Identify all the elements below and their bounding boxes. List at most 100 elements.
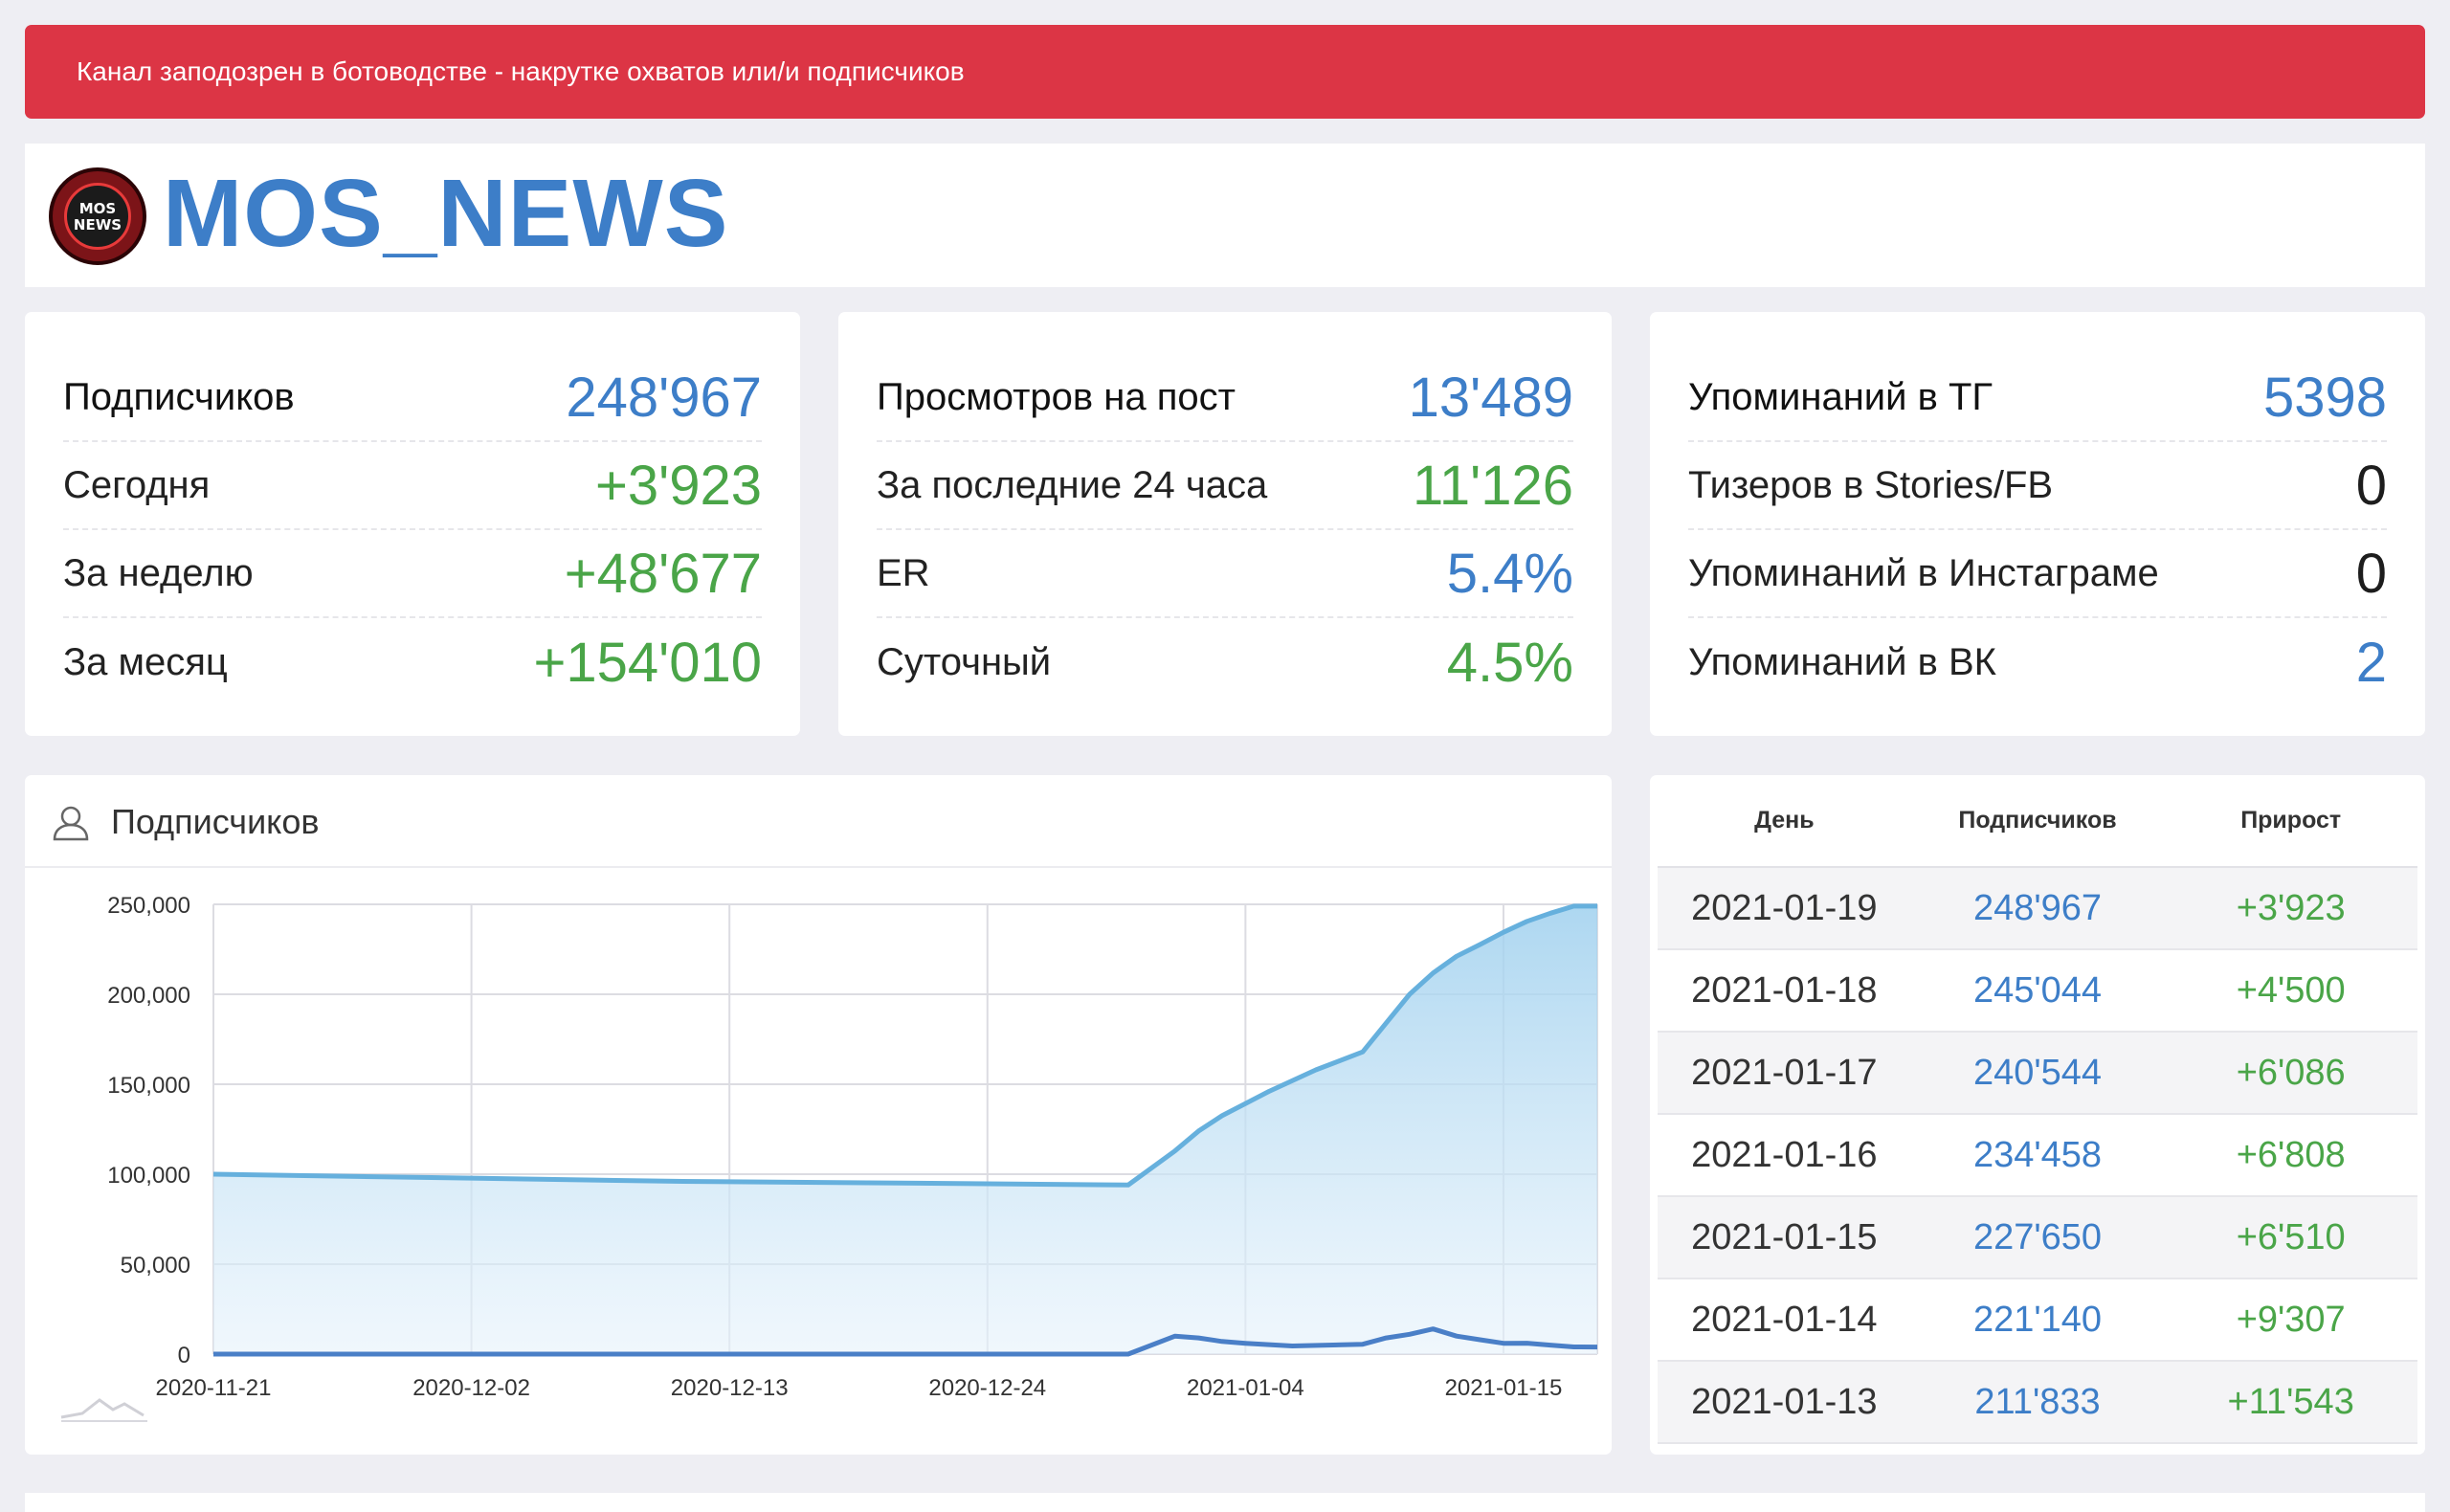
subscribers-chart-card: Подписчиков 250,000 200,000 150,000 100,000…	[25, 775, 1612, 1455]
avatar-text-top: MOS	[78, 200, 117, 217]
stat-label: Суточный	[877, 640, 1052, 683]
stat-label: Упоминаний в Инстаграме	[1688, 551, 2159, 594]
cell-day: 2021-01-14	[1691, 1299, 1878, 1340]
cell-growth: +9'307	[2236, 1299, 2346, 1340]
stat-label: Упоминаний в ВК	[1688, 640, 1996, 683]
stat-row: Суточный 4.5%	[877, 618, 1573, 706]
stat-row: За неделю +48'677	[63, 530, 762, 618]
avatar-text-bottom: NEWS	[73, 216, 122, 233]
stat-label: Просмотров на пост	[877, 375, 1236, 418]
daily-subscribers-table: День Подписчиков Прирост 2021-01-19 248'…	[1650, 775, 2425, 1455]
y-tick-label: 0	[178, 1343, 190, 1368]
bot-warning-alert: Канал заподозрен в ботоводстве - накрутк…	[25, 25, 2425, 119]
cell-day: 2021-01-13	[1691, 1381, 1878, 1422]
cell-subscribers: 234'458	[1972, 1134, 2103, 1175]
table-row: 2021-01-17 240'544 +6'086	[1658, 1033, 2417, 1115]
stat-row: Упоминаний в Инстаграме 0	[1688, 530, 2387, 618]
stat-row: Просмотров на пост 13'489	[877, 354, 1573, 442]
table-row: 2021-01-13 211'833 +11'543	[1658, 1362, 2417, 1444]
x-tick-label: 2020-12-02	[412, 1375, 530, 1401]
stat-value: 5398	[2262, 366, 2387, 429]
x-tick-label: 2020-12-13	[671, 1375, 789, 1401]
next-section-card	[25, 1493, 2425, 1512]
cell-subscribers: 221'140	[1972, 1299, 2103, 1340]
table-row: 2021-01-19 248'967 +3'923	[1658, 868, 2417, 950]
page-title[interactable]: MOS_NEWS	[163, 160, 729, 267]
cell-day: 2021-01-17	[1691, 1052, 1878, 1093]
stat-row: ER 5.4%	[877, 530, 1573, 618]
x-tick-label: 2020-12-24	[928, 1375, 1046, 1401]
table-header: День Подписчиков Прирост	[1658, 775, 2417, 868]
avatar[interactable]: MOS NEWS	[49, 167, 146, 265]
subscribers-stats-card: Подписчиков 248'967 Сегодня +3'923 За не…	[25, 312, 800, 736]
stat-value: 2	[2355, 631, 2387, 694]
column-header-growth: Прирост	[2240, 807, 2342, 834]
cell-day: 2021-01-19	[1691, 887, 1878, 928]
stat-value: +154'010	[533, 631, 763, 694]
x-tick-label: 2021-01-04	[1187, 1375, 1304, 1401]
y-tick-label: 100,000	[107, 1163, 190, 1189]
cell-growth: +11'543	[2227, 1381, 2354, 1422]
stat-label: За месяц	[63, 640, 228, 683]
stat-value: 248'967	[566, 366, 762, 429]
mentions-stats-card: Упоминаний в ТГ 5398 Тизеров в Stories/F…	[1650, 312, 2425, 736]
cell-growth: +4'500	[2236, 969, 2346, 1011]
stat-row: Сегодня +3'923	[63, 442, 762, 530]
y-tick-label: 50,000	[121, 1253, 190, 1279]
range-navigator-icon	[60, 1398, 145, 1419]
stat-value: 4.5%	[1446, 631, 1573, 694]
stat-row: Подписчиков 248'967	[63, 354, 762, 442]
chart-title: Подписчиков	[111, 802, 320, 841]
table-row: 2021-01-15 227'650 +6'510	[1658, 1197, 2417, 1279]
alert-text: Канал заподозрен в ботоводстве - накрутк…	[77, 56, 965, 86]
stat-label: Подписчиков	[63, 375, 295, 418]
subscribers-area-chart[interactable]: 250,000 200,000 150,000 100,000 50,000 0 2020-…	[25, 868, 1612, 1455]
table-row: 2021-01-18 245'044 +4'500	[1658, 950, 2417, 1033]
stat-label: За неделю	[63, 551, 254, 594]
cell-subscribers: 245'044	[1972, 969, 2103, 1011]
stat-label: Упоминаний в ТГ	[1688, 375, 1993, 418]
cell-day: 2021-01-15	[1691, 1216, 1878, 1257]
stat-row: За последние 24 часа 11'126	[877, 442, 1573, 530]
views-stats-card: Просмотров на пост 13'489 За последние 2…	[838, 312, 1612, 736]
series-line-0	[212, 903, 1597, 1188]
table-row: 2021-01-16 234'458 +6'808	[1658, 1115, 2417, 1197]
cell-subscribers: 248'967	[1972, 887, 2103, 928]
avatar-logo: MOS NEWS	[64, 183, 131, 250]
stat-value: 13'489	[1408, 366, 1573, 429]
stat-value: 0	[2355, 454, 2387, 517]
stat-value: +48'677	[564, 542, 762, 605]
cell-subscribers: 227'650	[1972, 1216, 2103, 1257]
x-tick-label: 2021-01-15	[1445, 1375, 1563, 1401]
cell-day: 2021-01-18	[1691, 969, 1878, 1011]
cell-growth: +6'510	[2236, 1216, 2346, 1257]
stat-value: 11'126	[1412, 454, 1573, 517]
cell-subscribers: 240'544	[1972, 1052, 2103, 1093]
series-line-1	[213, 1326, 1598, 1357]
stat-value: +3'923	[595, 454, 762, 517]
cell-day: 2021-01-16	[1691, 1134, 1878, 1175]
stat-value: 5.4%	[1446, 542, 1573, 605]
x-tick-label: 2020-11-21	[156, 1375, 272, 1401]
y-tick-label: 250,000	[107, 893, 190, 919]
stat-row: Упоминаний в ТГ 5398	[1688, 354, 2387, 442]
stat-row: Тизеров в Stories/FB 0	[1688, 442, 2387, 530]
stat-label: Тизеров в Stories/FB	[1688, 463, 2054, 506]
stat-label: Сегодня	[63, 463, 211, 506]
stat-label: За последние 24 часа	[877, 463, 1268, 506]
column-header-day: День	[1754, 807, 1815, 834]
stat-value: 0	[2355, 542, 2387, 605]
cell-growth: +6'808	[2236, 1134, 2346, 1175]
channel-header: MOS NEWS MOS_NEWS	[25, 144, 2425, 287]
table-row: 2021-01-14 221'140 +9'307	[1658, 1279, 2417, 1362]
y-tick-label: 150,000	[107, 1073, 190, 1099]
stat-row: За месяц +154'010	[63, 618, 762, 706]
column-header-subscribers: Подписчиков	[1958, 807, 2117, 834]
user-icon	[53, 806, 89, 841]
stat-label: ER	[877, 551, 930, 594]
stat-row: Упоминаний в ВК 2	[1688, 618, 2387, 706]
y-tick-label: 200,000	[107, 983, 190, 1009]
cell-subscribers: 211'833	[1974, 1381, 2101, 1422]
cell-growth: +3'923	[2236, 887, 2346, 928]
series-area-fill	[213, 905, 1597, 1354]
